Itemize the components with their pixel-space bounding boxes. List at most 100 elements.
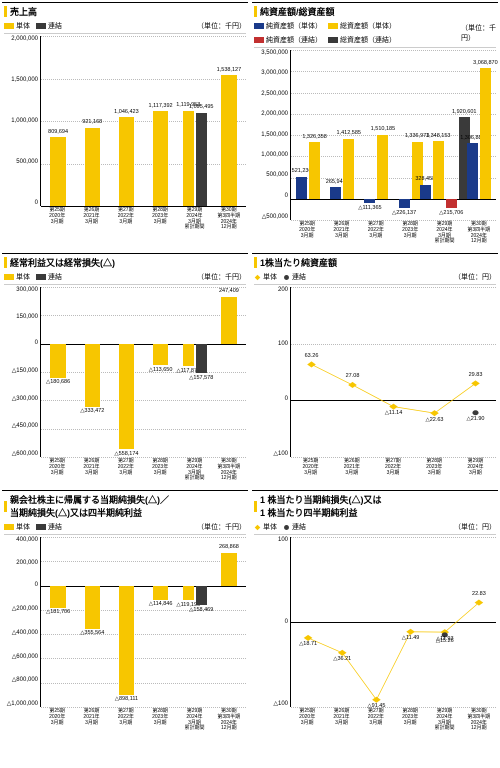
legend: 単体連結	[4, 522, 62, 532]
y-axis: 2,000,0001,500,0001,000,000500,0000	[4, 36, 40, 206]
bar-label: △215,706	[439, 210, 463, 216]
title-mark	[4, 501, 7, 512]
x-axis: 第25期2020年3月期第26期2021年3月期第27期2022年3月期第28期…	[40, 707, 246, 732]
chart-area: 1000△100△18.71△36.21△91.45△11.49△11.9322…	[254, 537, 496, 707]
point-label: 29.83	[469, 372, 483, 378]
bar-label: 1,538,127	[217, 67, 241, 73]
point-label: △15.26	[436, 638, 454, 644]
chart-panel: 経常利益又は経常損失(△)単体連結（単位：千円）300,000150,0000△…	[2, 253, 248, 486]
chart-area: 300,000150,0000△150,000△300,000△450,000△…	[4, 287, 246, 457]
bar-label: 247,409	[219, 288, 239, 294]
x-label: 第25期2020年3月期	[40, 707, 74, 732]
point-label: 63.26	[305, 353, 319, 359]
unit-label: （単位：千円）	[197, 522, 246, 532]
bar	[85, 128, 100, 206]
bar	[50, 586, 65, 608]
bar	[343, 139, 354, 199]
x-label: 第27期2022年3月期	[109, 707, 143, 732]
x-axis: 第25期2020年3月期第26期2021年3月期第27期2022年3月期第28期…	[290, 457, 496, 476]
x-label: 第29期2024年3月期累計期間	[177, 457, 211, 482]
unit-label: （単位：千円）	[197, 21, 246, 31]
bar	[50, 137, 65, 206]
bar	[119, 586, 134, 695]
bar-label: △111,365	[358, 205, 381, 211]
title-mark	[254, 501, 257, 512]
bar-label: △181,706	[46, 609, 70, 615]
bar-label: 1,046,423	[114, 109, 138, 115]
bar-label: 3,068,870	[473, 60, 497, 66]
title-mark	[254, 6, 257, 17]
x-label: 第30期第3四半期2024年12月期	[212, 206, 246, 231]
point-label: △11.49	[402, 635, 420, 641]
legend: 単体連結	[254, 522, 306, 532]
bar-label: △114,846	[149, 601, 173, 607]
chart-area: 400,000200,0000△200,000△400,000△600,000△…	[4, 537, 246, 707]
chart-area: 3,500,0003,000,0002,500,0002,000,0001,50…	[254, 50, 496, 220]
bar	[85, 586, 100, 629]
title-mark	[4, 6, 7, 17]
x-label: 第29期2024年3月期累計期間	[177, 206, 211, 231]
x-label: 第30期第3四半期2024年12月期	[212, 457, 246, 482]
bar	[153, 111, 168, 206]
x-label: 第30期第3四半期2024年12月期	[462, 707, 496, 732]
x-label: 第25期2020年3月期	[290, 457, 331, 476]
x-label: 第25期2020年3月期	[290, 707, 324, 732]
title-mark	[4, 257, 7, 268]
bar-label: 809,694	[48, 129, 68, 135]
chart-title: 売上高	[10, 5, 37, 18]
x-label: 第26期2021年3月期	[331, 457, 372, 476]
bar-label: 1,326,358	[302, 134, 326, 140]
bar-label: △333,472	[80, 408, 104, 414]
y-axis: 400,000200,0000△200,000△400,000△600,000△…	[4, 537, 40, 707]
point-label: △11.14	[385, 410, 403, 416]
x-label: 第25期2020年3月期	[290, 220, 324, 245]
chart-area: 2001000△10063.2627.08△11.14△22.6329.83△2…	[254, 287, 496, 457]
point-label: △22.63	[426, 417, 444, 423]
point-label: 22.83	[472, 591, 486, 597]
bar	[183, 111, 194, 206]
chart-panel: 親会社株主に帰属する当期純損失(△)／当期純損失(△)又は四半期純利益単体連結 （…	[2, 490, 248, 736]
bar	[296, 177, 307, 199]
bar-label: 1,510,185	[371, 126, 395, 132]
bar	[196, 113, 207, 206]
chart-title: 1 株当たり当期純損失(△)又は1 株当たり四半期純利益	[260, 493, 382, 519]
x-label: 第28期2023年3月期	[393, 707, 427, 732]
bar	[183, 586, 194, 600]
x-label: 第27期2022年3月期	[359, 220, 393, 245]
bar-label: △180,686	[46, 379, 70, 385]
legend: 単体連結	[4, 272, 62, 282]
bar-label: △355,564	[80, 630, 104, 636]
bar	[196, 344, 207, 374]
bar	[221, 553, 236, 586]
x-label: 第26期2021年3月期	[74, 206, 108, 231]
x-label: 第27期2022年3月期	[109, 457, 143, 482]
bar-label: 1,412,585	[337, 130, 361, 136]
x-axis: 第25期2020年3月期第26期2021年3月期第27期2022年3月期第28期…	[40, 457, 246, 482]
point-label: 27.08	[346, 373, 360, 379]
x-axis: 第25期2020年3月期第26期2021年3月期第27期2022年3月期第28期…	[290, 707, 496, 732]
y-axis: 300,000150,0000△150,000△300,000△450,000△…	[4, 287, 40, 457]
y-axis: 2001000△100	[254, 287, 290, 457]
bar	[153, 586, 168, 600]
x-label: 第27期2022年3月期	[359, 707, 393, 732]
point-label: △36.21	[333, 656, 351, 662]
bar-label: △558,174	[114, 451, 138, 457]
bar-label: 921,168	[82, 119, 102, 125]
chart-panel: 純資産額/総資産額純資産額（単体）総資産額（単体）純資産額（連結）総資産額（連結…	[252, 2, 498, 249]
x-label: 第28期2023年3月期	[143, 206, 177, 231]
bar	[330, 187, 341, 198]
bar	[183, 344, 194, 366]
chart-title: 親会社株主に帰属する当期純損失(△)／当期純損失(△)又は四半期純利益	[10, 493, 169, 519]
y-axis: 1000△100	[254, 537, 290, 707]
chart-panel: 1株当たり純資産額単体連結（単位：円）2001000△10063.2627.08…	[252, 253, 498, 486]
bar-label: 1,095,495	[189, 104, 213, 110]
x-label: 第25期2020年3月期	[40, 457, 74, 482]
chart-title: 純資産額/総資産額	[260, 5, 335, 18]
bar	[119, 344, 134, 449]
bar-label: 1,117,392	[149, 103, 173, 109]
chart-panel: 1 株当たり当期純損失(△)又は1 株当たり四半期純利益単体連結（単位：円）10…	[252, 490, 498, 736]
x-label: 第29期2024年3月期	[455, 457, 496, 476]
bar	[377, 135, 388, 199]
legend: 純資産額（単体）総資産額（単体）純資産額（連結）総資産額（連結）	[254, 21, 461, 45]
x-label: 第30期第3四半期2024年12月期	[462, 220, 496, 245]
